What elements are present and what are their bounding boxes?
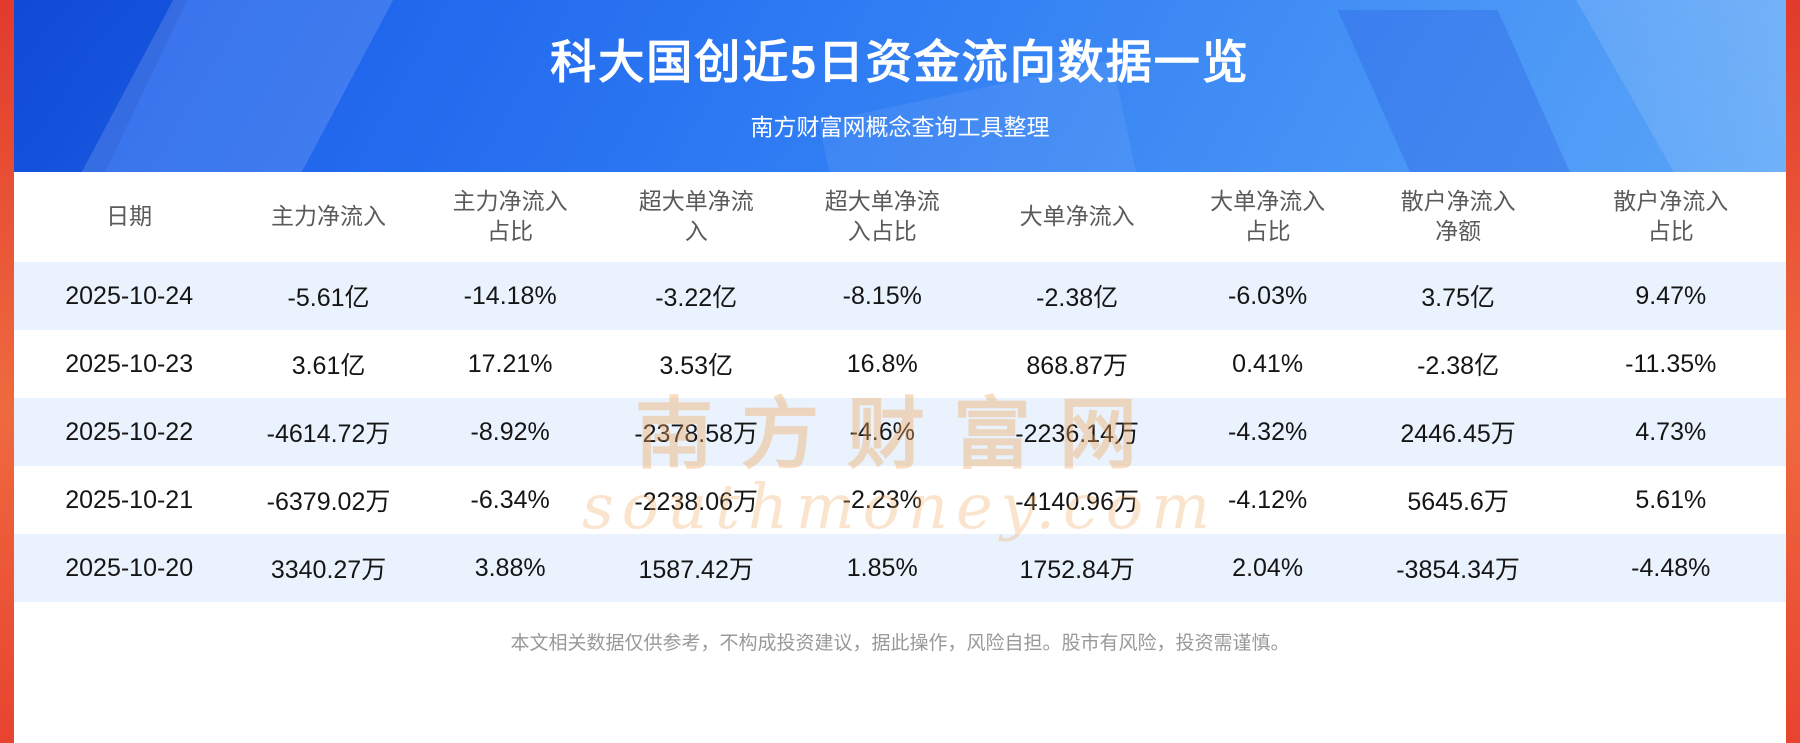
cell-date: 2025-10-23 (65, 349, 194, 378)
fund-flow-table: 日期 主力净流入 主力净流入 占比 超大单净流 入 超大单净流 入占比 大单净流… (14, 172, 1786, 602)
cell-xl-inflow-ratio: -2.23% (842, 485, 922, 514)
cell-main-inflow: -5.61亿 (287, 284, 370, 312)
column-header-xl-inflow-ratio: 超大单净流 入占比 (784, 172, 980, 262)
cell-xl-inflow-ratio: -4.6% (849, 417, 915, 446)
column-header-xl-inflow: 超大单净流 入 (607, 172, 785, 262)
cell-retail-inflow: -3854.34万 (1396, 556, 1520, 584)
cell-retail-inflow-ratio: -11.35% (1625, 349, 1717, 378)
cell-large-inflow-ratio: 2.04% (1232, 553, 1304, 582)
cell-retail-inflow: 5645.6万 (1407, 488, 1509, 516)
cell-large-inflow-ratio: -4.32% (1228, 417, 1308, 446)
column-header-large-inflow-ratio: 大单净流入 占比 (1174, 172, 1361, 262)
table-area: 南方财富网 southmoney.com 日期 主力净流入 主力净流入 占比 超… (14, 172, 1786, 655)
column-header-large-inflow: 大单净流入 (979, 172, 1175, 262)
cell-xl-inflow: 3.53亿 (659, 352, 734, 380)
column-header-main-inflow-ratio: 主力净流入 占比 (412, 172, 608, 262)
cell-retail-inflow-ratio: 5.61% (1635, 485, 1707, 514)
cell-large-inflow: -4140.96万 (1015, 488, 1139, 516)
column-header-retail-inflow-ratio: 散户净流入 占比 (1555, 172, 1786, 262)
cell-retail-inflow-ratio: 9.47% (1635, 281, 1707, 310)
cell-xl-inflow-ratio: -8.15% (842, 281, 922, 310)
cell-main-inflow: -4614.72万 (266, 420, 391, 448)
cell-xl-inflow-ratio: 1.85% (846, 553, 918, 582)
cell-date: 2025-10-24 (65, 281, 194, 310)
table-row: 2025-10-23 3.61亿 17.21% 3.53亿 16.8% 868.… (14, 330, 1786, 398)
cell-xl-inflow: -2238.06万 (634, 488, 759, 516)
cell-retail-inflow: -2.38亿 (1417, 352, 1500, 380)
cell-large-inflow: -2.38亿 (1036, 284, 1119, 312)
cell-main-inflow: -6379.02万 (266, 488, 391, 516)
table-row: 2025-10-20 3340.27万 3.88% 1587.42万 1.85%… (14, 534, 1786, 602)
table-row: 2025-10-21 -6379.02万 -6.34% -2238.06万 -2… (14, 466, 1786, 534)
column-header-date: 日期 (14, 172, 245, 262)
cell-large-inflow-ratio: -4.12% (1228, 485, 1308, 514)
column-header-main-inflow: 主力净流入 (244, 172, 413, 262)
page-title: 科大国创近5日资金流向数据一览 (550, 36, 1250, 88)
page-subtitle: 南方财富网概念查询工具整理 (750, 114, 1050, 140)
cell-main-inflow-ratio: -8.92% (470, 417, 550, 446)
cell-large-inflow: -2236.14万 (1015, 420, 1139, 448)
cell-xl-inflow: -3.22亿 (655, 284, 738, 312)
cell-main-inflow-ratio: 17.21% (467, 349, 553, 378)
cell-main-inflow-ratio: -14.18% (463, 281, 557, 310)
table-row: 2025-10-22 -4614.72万 -8.92% -2378.58万 -4… (14, 398, 1786, 466)
cell-date: 2025-10-21 (65, 485, 194, 514)
cell-xl-inflow: 1587.42万 (638, 556, 754, 584)
header-row: 日期 主力净流入 主力净流入 占比 超大单净流 入 超大单净流 入占比 大单净流… (14, 172, 1786, 262)
cell-large-inflow-ratio: -6.03% (1228, 281, 1308, 310)
cell-retail-inflow: 2446.45万 (1400, 420, 1516, 448)
cell-large-inflow-ratio: 0.41% (1232, 349, 1304, 378)
cell-retail-inflow-ratio: -4.48% (1631, 553, 1711, 582)
hero-banner: 科大国创近5日资金流向数据一览 南方财富网概念查询工具整理 (0, 0, 1800, 172)
cell-main-inflow-ratio: -6.34% (470, 485, 550, 514)
right-edge-bar (1786, 0, 1800, 743)
cell-date: 2025-10-20 (65, 553, 194, 582)
cell-main-inflow: 3.61亿 (291, 352, 366, 380)
table-row: 2025-10-24 -5.61亿 -14.18% -3.22亿 -8.15% … (14, 262, 1786, 330)
cell-large-inflow: 868.87万 (1026, 352, 1128, 380)
cell-main-inflow: 3340.27万 (270, 556, 387, 584)
cell-large-inflow: 1752.84万 (1019, 556, 1135, 584)
cell-xl-inflow-ratio: 16.8% (846, 349, 918, 378)
cell-date: 2025-10-22 (65, 417, 194, 446)
footer-disclaimer: 本文相关数据仅供参考，不构成投资建议，据此操作，风险自担。股市有风险，投资需谨慎… (510, 633, 1290, 654)
left-edge-bar (0, 0, 14, 743)
cell-xl-inflow: -2378.58万 (634, 420, 759, 448)
cell-retail-inflow: 3.75亿 (1421, 284, 1495, 312)
column-header-retail-inflow: 散户净流入 净额 (1360, 172, 1556, 262)
cell-main-inflow-ratio: 3.88% (474, 553, 546, 582)
cell-retail-inflow-ratio: 4.73% (1635, 417, 1707, 446)
